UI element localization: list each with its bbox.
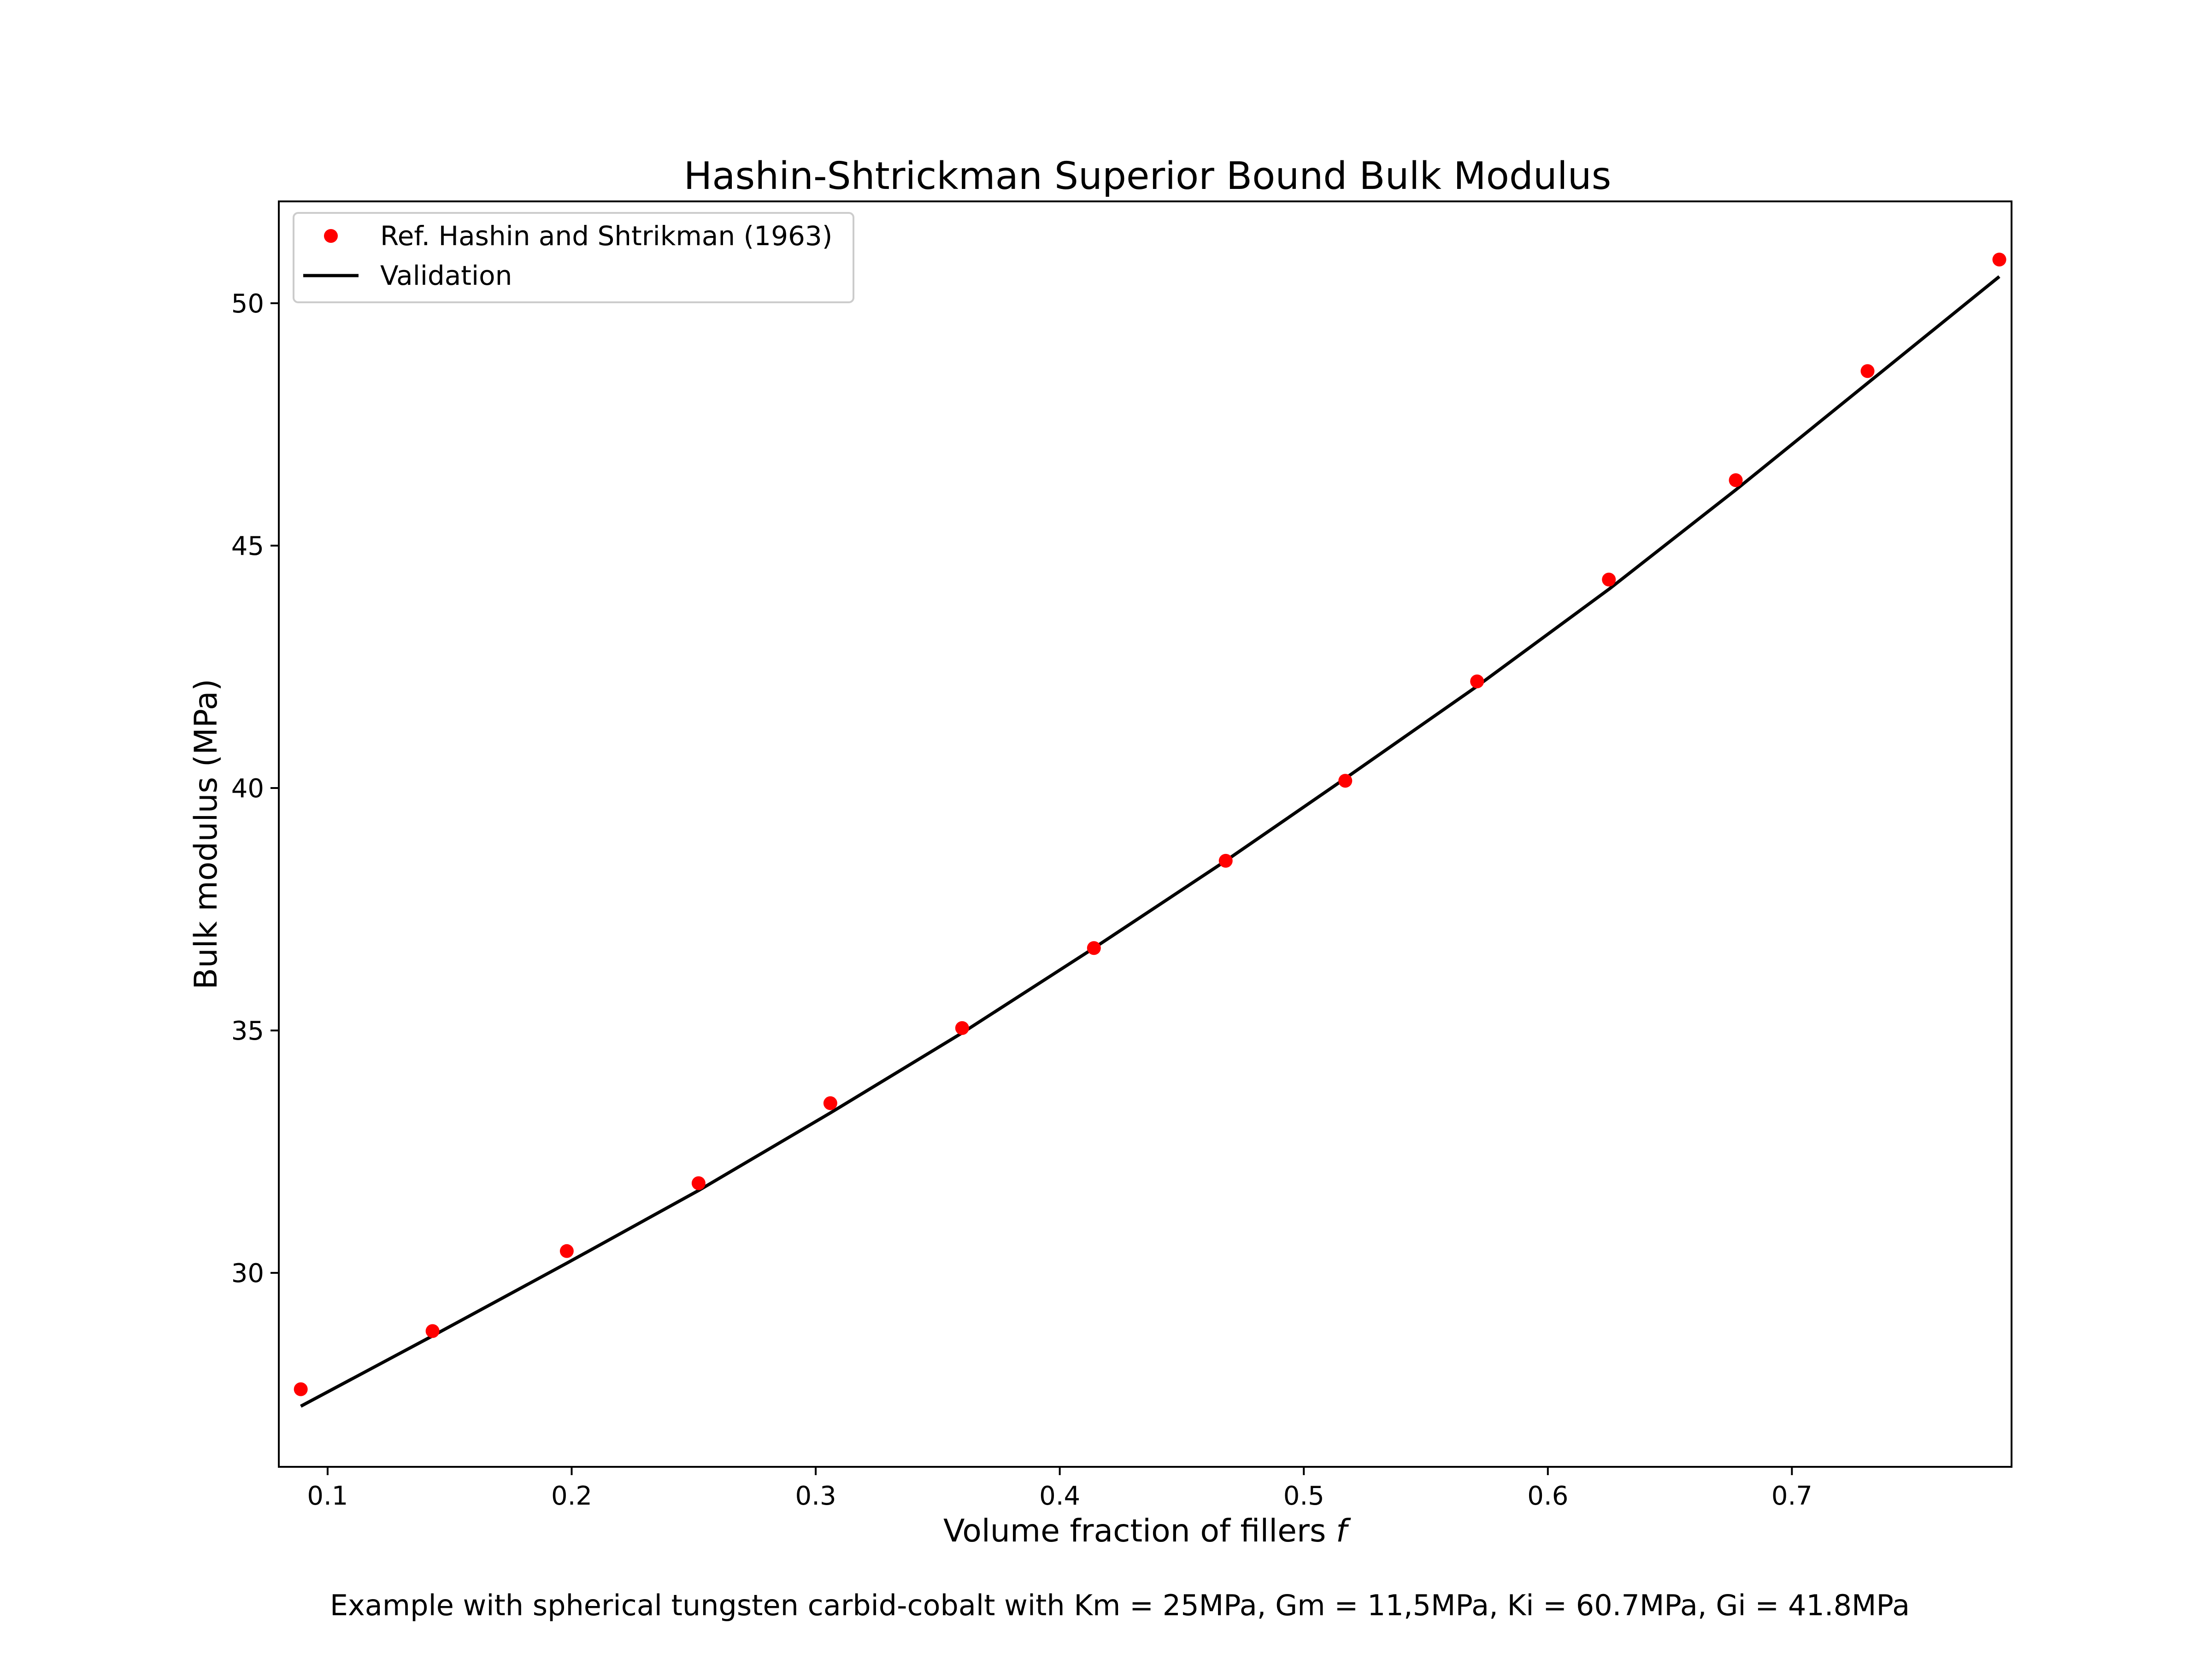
validation-line — [300, 275, 2000, 1408]
reference-point — [1729, 473, 1743, 487]
reference-point — [1602, 572, 1616, 587]
reference-point — [425, 1324, 440, 1338]
y-axis-label: Bulk modulus (MPa) — [188, 679, 224, 989]
reference-point — [1470, 674, 1484, 688]
reference-point — [1218, 853, 1233, 868]
x-tick-label: 0.6 — [1527, 1481, 1568, 1511]
axes-frame — [278, 200, 2012, 1468]
x-tick-label: 0.1 — [307, 1481, 348, 1511]
x-axis-label-text: Volume fraction of fillers — [943, 1513, 1326, 1549]
chart-title: Hashin-Shtrickman Superior Bound Bulk Mo… — [684, 154, 1612, 198]
x-tick-label: 0.5 — [1283, 1481, 1324, 1511]
y-tick-label: 30 — [231, 1259, 264, 1288]
legend-label-validation: Validation — [380, 260, 512, 291]
x-tick-label: 0.4 — [1039, 1481, 1080, 1511]
x-axis: 0.1 0.2 0.3 0.4 0.5 0.6 0.7 — [307, 1467, 1812, 1511]
reference-point — [1338, 774, 1353, 788]
x-tick-label: 0.2 — [551, 1481, 592, 1511]
series-layer — [294, 253, 2006, 1408]
y-tick-label: 35 — [231, 1016, 264, 1046]
plot-area: 0.1 0.2 0.3 0.4 0.5 0.6 0.7 30 35 40 45 50 — [231, 200, 2012, 1511]
reference-point — [559, 1244, 574, 1258]
legend-label-reference: Ref. Hashin and Shtrikman (1963) — [380, 220, 832, 252]
figure-caption: Example with spherical tungsten carbid-c… — [330, 1588, 1910, 1622]
reference-point — [1860, 364, 1875, 378]
legend-box — [293, 212, 854, 303]
reference-point — [1992, 253, 2006, 267]
reference-point — [294, 1382, 308, 1396]
legend-marker-reference — [324, 229, 338, 243]
x-axis-label: Volume fraction of fillers f — [943, 1513, 1351, 1549]
y-tick-label: 45 — [231, 531, 264, 561]
x-tick-label: 0.7 — [1771, 1481, 1812, 1511]
legend: Ref. Hashin and Shtrikman (1963) Validat… — [293, 212, 854, 303]
reference-point — [691, 1176, 706, 1190]
y-tick-label: 40 — [231, 774, 264, 804]
reference-point — [1087, 941, 1101, 955]
reference-point — [955, 1021, 969, 1035]
y-axis: 30 35 40 45 50 — [231, 289, 279, 1288]
y-tick-label: 50 — [231, 289, 264, 319]
reference-point — [823, 1096, 837, 1110]
x-tick-label: 0.3 — [795, 1481, 836, 1511]
